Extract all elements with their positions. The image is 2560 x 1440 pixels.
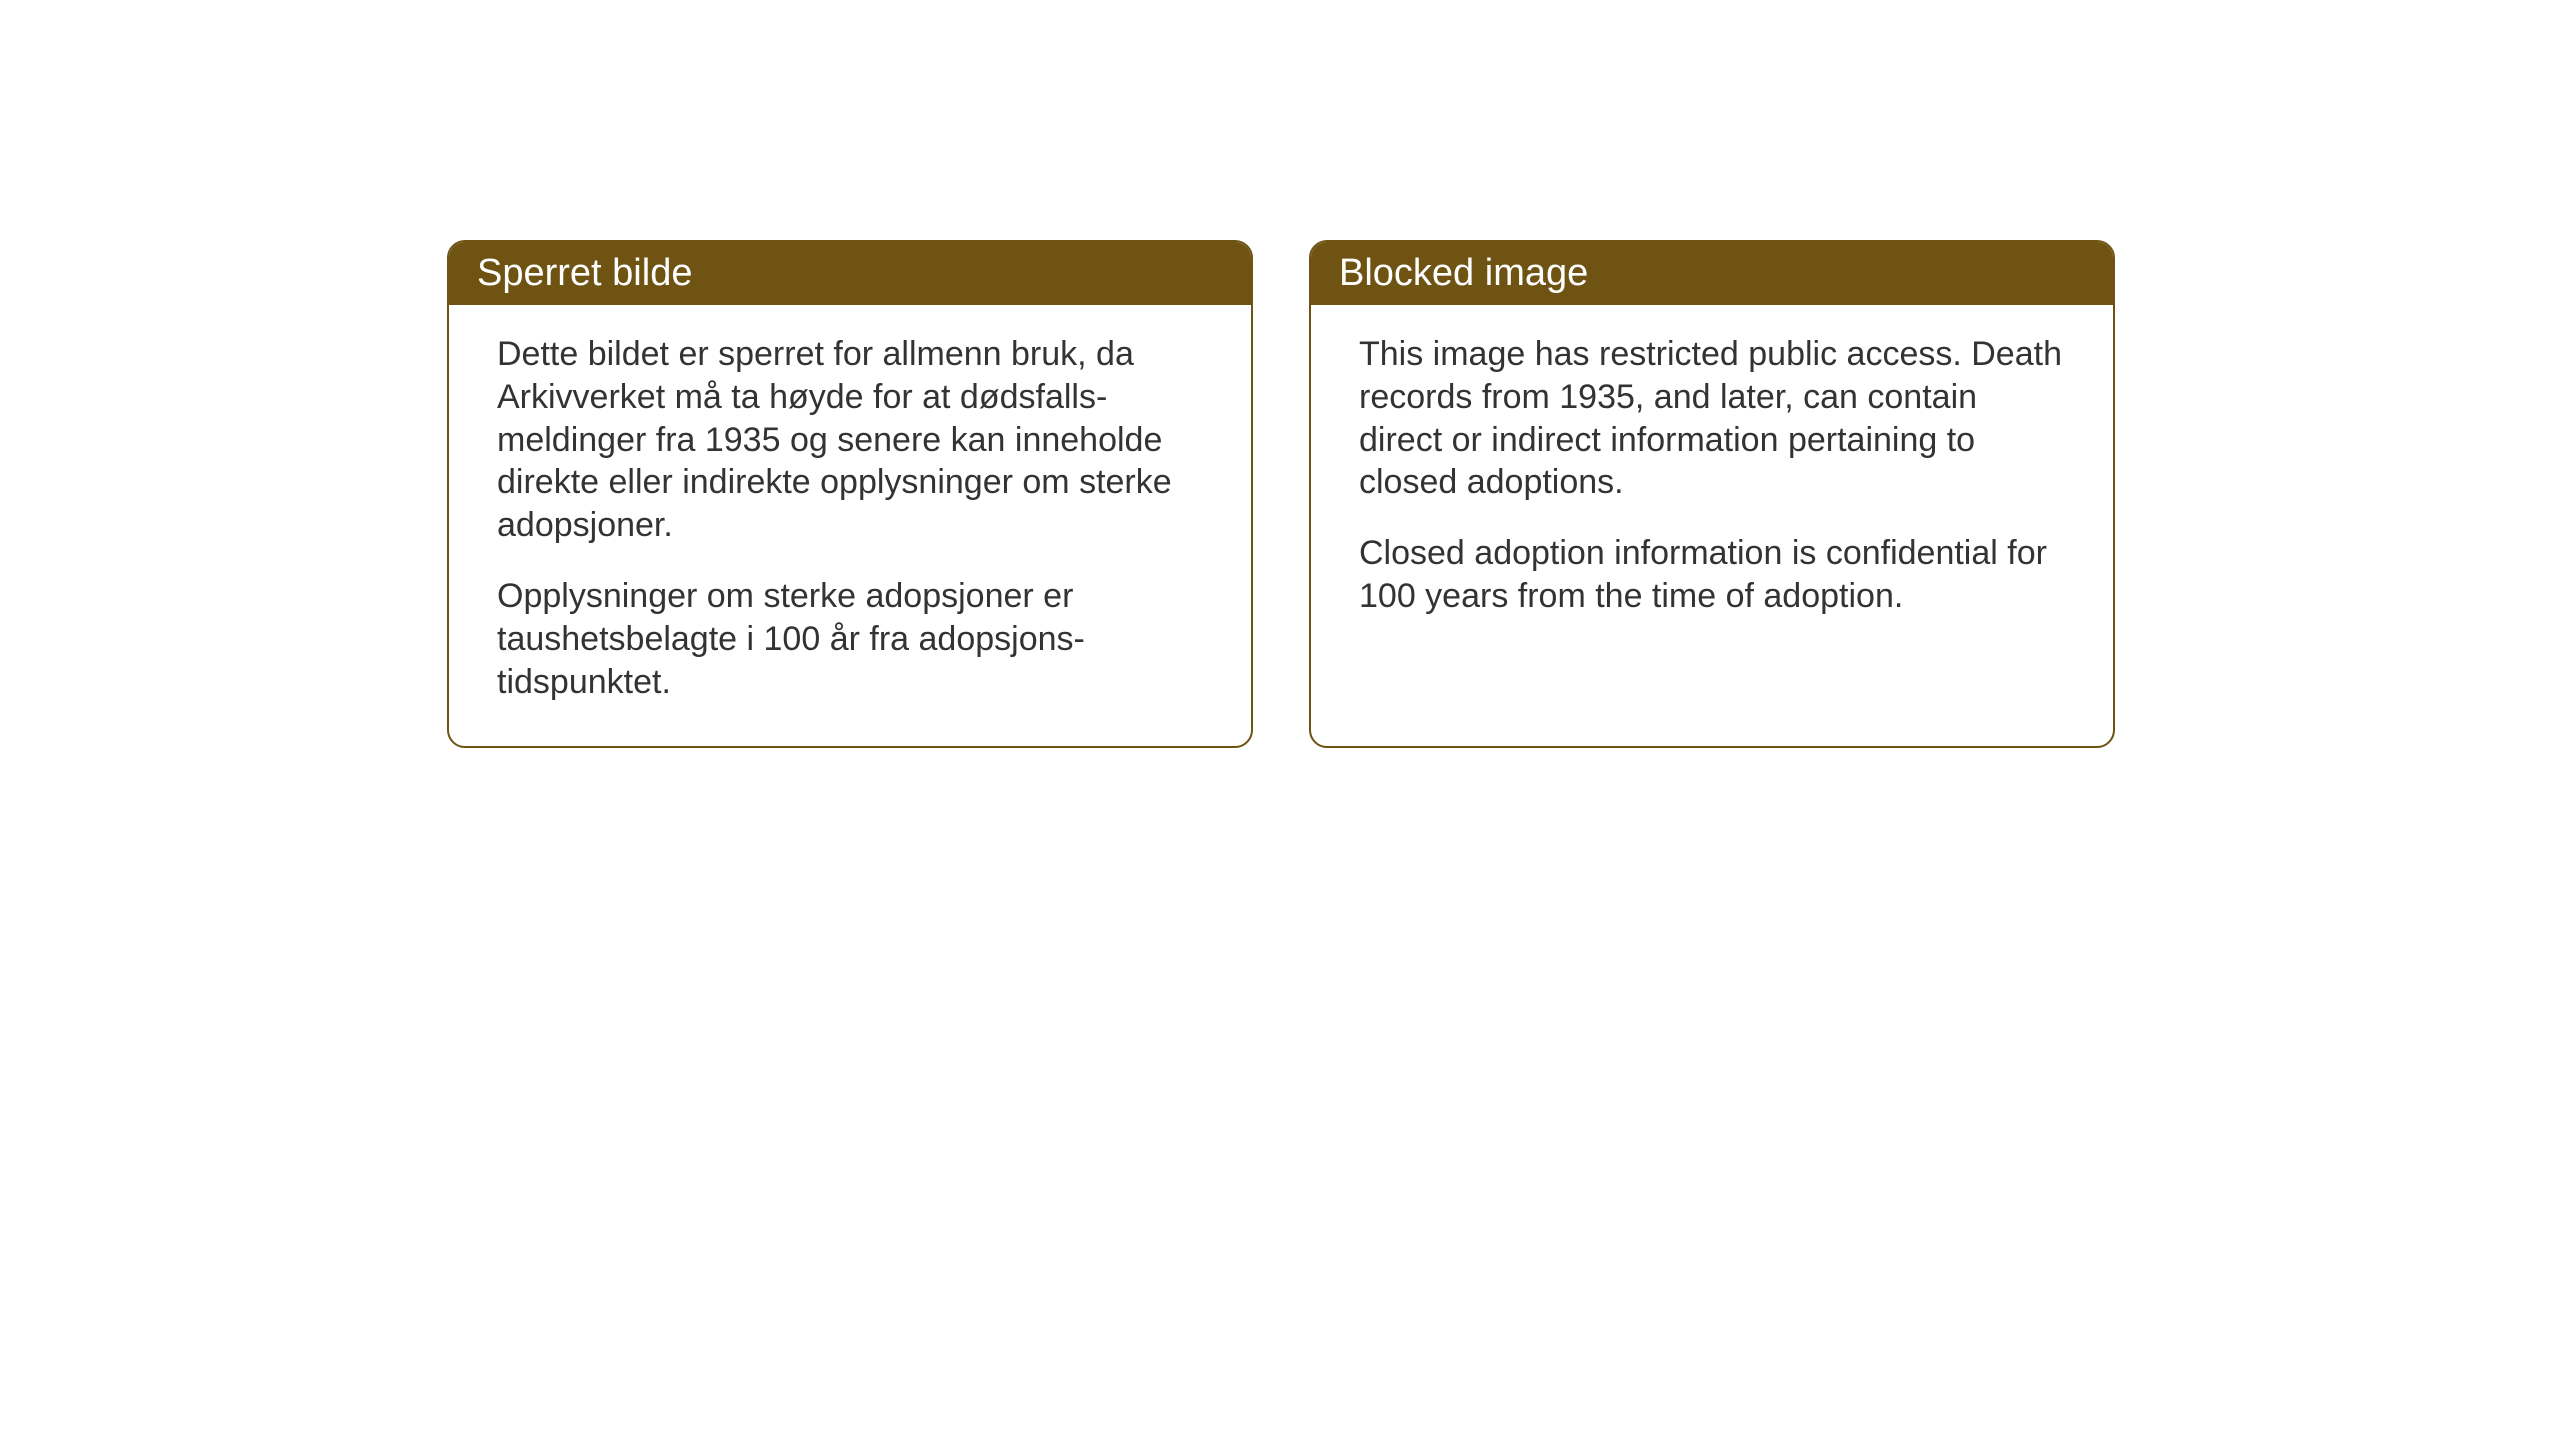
card-paragraph-1-english: This image has restricted public access.…	[1359, 333, 2065, 504]
card-body-norwegian: Dette bildet er sperret for allmenn bruk…	[449, 305, 1251, 746]
card-english: Blocked image This image has restricted …	[1309, 240, 2115, 748]
card-header-norwegian: Sperret bilde	[449, 242, 1251, 305]
card-paragraph-2-norwegian: Opplysninger om sterke adopsjoner er tau…	[497, 575, 1203, 703]
card-paragraph-1-norwegian: Dette bildet er sperret for allmenn bruk…	[497, 333, 1203, 547]
card-container: Sperret bilde Dette bildet er sperret fo…	[447, 240, 2115, 748]
card-norwegian: Sperret bilde Dette bildet er sperret fo…	[447, 240, 1253, 748]
card-body-english: This image has restricted public access.…	[1311, 305, 2113, 660]
card-paragraph-2-english: Closed adoption information is confident…	[1359, 532, 2065, 618]
card-header-english: Blocked image	[1311, 242, 2113, 305]
